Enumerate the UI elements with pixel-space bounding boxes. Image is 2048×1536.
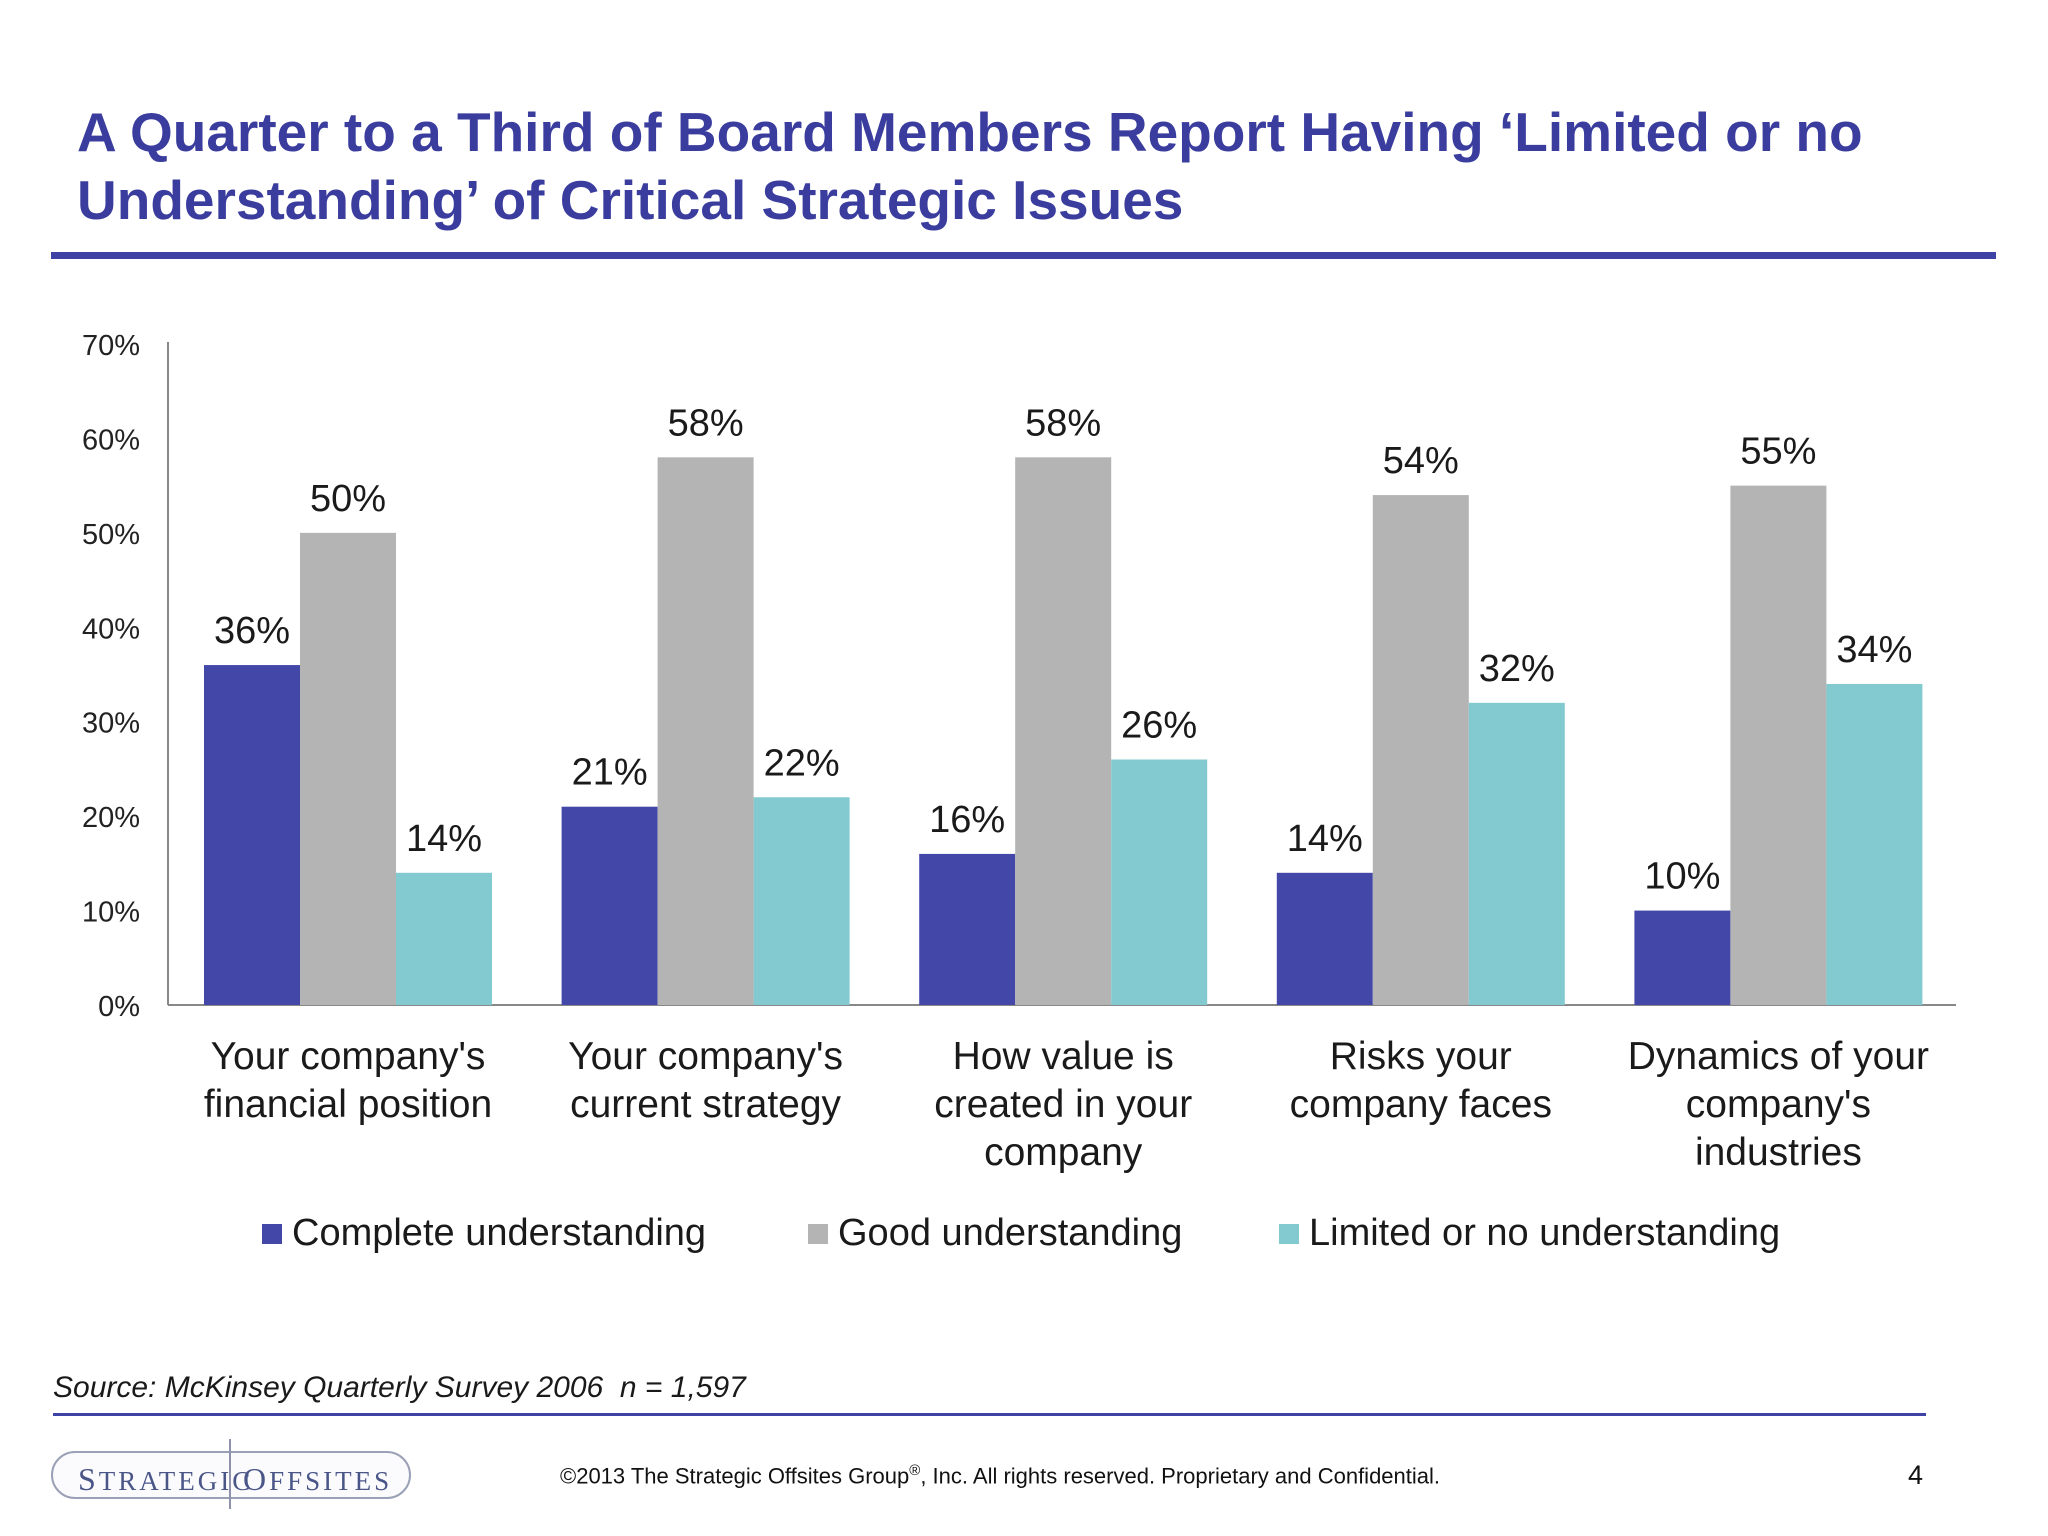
y-tick-label: 0% bbox=[98, 991, 140, 1023]
copyright-text: ©2013 The Strategic Offsites Group bbox=[560, 1463, 910, 1489]
y-tick-label: 50% bbox=[82, 519, 140, 551]
data-label: 21% bbox=[572, 752, 648, 794]
legend-label-good: Good understanding bbox=[838, 1212, 1183, 1254]
y-tick-label: 10% bbox=[82, 897, 140, 929]
bar bbox=[1276, 872, 1373, 1005]
bar bbox=[561, 806, 658, 1005]
x-tick-label: industries bbox=[1695, 1131, 1862, 1174]
bar bbox=[300, 532, 396, 1005]
logo-text-offsites-rest: ffsites bbox=[269, 1466, 393, 1496]
page-number: 4 bbox=[1908, 1460, 1924, 1490]
x-tick-label: created in your bbox=[934, 1083, 1192, 1126]
data-label: 36% bbox=[214, 610, 290, 652]
bar bbox=[1372, 495, 1469, 1005]
data-label: 34% bbox=[1836, 629, 1912, 671]
y-tick-label: 30% bbox=[82, 708, 140, 740]
y-tick-label: 70% bbox=[82, 330, 140, 362]
y-tick-label: 60% bbox=[82, 424, 140, 456]
x-tick-label: company bbox=[984, 1131, 1143, 1174]
bar bbox=[396, 872, 492, 1005]
bar bbox=[1015, 457, 1112, 1005]
legend-swatch-complete bbox=[262, 1223, 282, 1244]
y-tick-label: 20% bbox=[82, 802, 140, 834]
data-label: 32% bbox=[1479, 648, 1555, 690]
title-divider bbox=[51, 252, 1996, 259]
source-note: Source: McKinsey Quarterly Survey 2006 n… bbox=[53, 1371, 746, 1404]
x-tick-label: financial position bbox=[204, 1083, 492, 1126]
bar bbox=[1730, 485, 1827, 1006]
data-label: 14% bbox=[406, 818, 482, 860]
x-tick-label: Your company's bbox=[211, 1035, 486, 1078]
legend-item-limited: Limited or no understanding bbox=[1279, 1212, 1780, 1255]
data-label: 14% bbox=[1287, 818, 1363, 860]
legend-swatch-limited bbox=[1279, 1223, 1299, 1244]
data-label: 58% bbox=[668, 402, 744, 444]
legend-label-limited: Limited or no understanding bbox=[1309, 1212, 1781, 1254]
logo-text-offsites: Offsites bbox=[243, 1461, 393, 1497]
data-label: 26% bbox=[1121, 704, 1197, 746]
data-label: 50% bbox=[310, 478, 386, 520]
data-label: 16% bbox=[929, 799, 1005, 841]
strategic-offsites-logo: Strategic Offsites bbox=[51, 1439, 411, 1509]
legend-label-complete: Complete understanding bbox=[292, 1212, 707, 1254]
bar bbox=[1111, 759, 1208, 1005]
logo-divider bbox=[229, 1439, 231, 1509]
data-label: 58% bbox=[1025, 402, 1101, 444]
x-tick-label: Risks your bbox=[1330, 1035, 1512, 1078]
bar bbox=[1634, 910, 1731, 1005]
bar bbox=[919, 853, 1016, 1005]
x-tick-label: Dynamics of your bbox=[1628, 1035, 1929, 1078]
legend-item-complete: Complete understanding bbox=[262, 1212, 706, 1255]
x-tick-label: current strategy bbox=[570, 1083, 841, 1126]
data-label: 10% bbox=[1644, 856, 1720, 898]
data-label: 22% bbox=[764, 742, 840, 784]
copyright-notice: ©2013 The Strategic Offsites Group®, Inc… bbox=[560, 1462, 1440, 1489]
data-label: 55% bbox=[1740, 431, 1816, 473]
data-label: 54% bbox=[1383, 440, 1459, 482]
bar bbox=[1826, 683, 1923, 1005]
copyright-text-rest: , Inc. All rights reserved. Proprietary … bbox=[920, 1463, 1441, 1489]
registered-mark: ® bbox=[909, 1462, 921, 1479]
slide-title: A Quarter to a Third of Board Members Re… bbox=[77, 101, 1863, 231]
bar bbox=[204, 665, 300, 1005]
x-tick-label: How value is bbox=[953, 1035, 1174, 1078]
x-tick-label: company faces bbox=[1290, 1083, 1552, 1126]
logo-text-strategic: Strategic bbox=[78, 1461, 254, 1497]
legend-swatch-good bbox=[808, 1223, 828, 1244]
bar bbox=[1468, 702, 1565, 1005]
bar bbox=[753, 797, 850, 1005]
footer-divider bbox=[53, 1413, 1926, 1416]
y-tick-label: 40% bbox=[82, 613, 140, 645]
x-tick-label: Your company's bbox=[568, 1035, 843, 1078]
bar bbox=[657, 457, 754, 1005]
legend-item-good: Good understanding bbox=[808, 1212, 1182, 1255]
logo-text-strategic-rest: trategic bbox=[98, 1466, 254, 1496]
x-tick-label: company's bbox=[1686, 1083, 1871, 1126]
